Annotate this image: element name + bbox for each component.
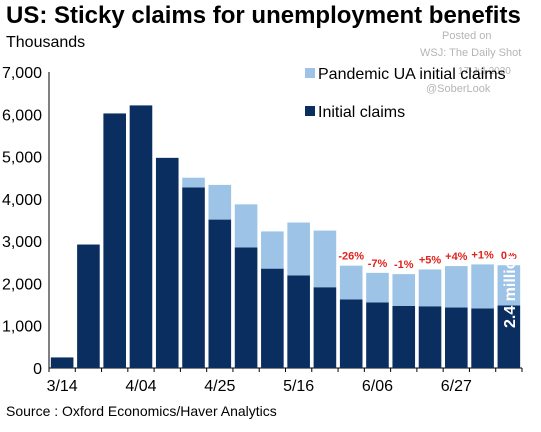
legend-label-pandemic: Pandemic UA initial claims [318,66,506,83]
pct-change-label: +5% [419,254,442,266]
bar-pandemic-ua [471,264,494,309]
bar-initial-claims [366,302,389,368]
x-tick-label: 4/04 [125,378,156,395]
bar-initial-claims [287,275,310,368]
bar-initial-claims [313,287,337,368]
pct-change-label: +1% [471,249,494,261]
legend-swatch-initial [305,106,315,116]
y-tick-label: 2,000 [2,276,42,293]
watermark-source: WSJ: The Daily Shot [420,47,522,59]
watermark-handle: @SoberLook [426,83,491,95]
legend-item-initial: Initial claims [305,104,405,122]
bar-pandemic-ua [392,274,416,306]
bar-initial-claims [77,244,100,368]
bar-initial-claims [497,305,521,368]
y-tick-label: 3,000 [2,234,42,251]
bar-initial-claims [234,247,258,368]
bar-initial-claims [339,299,363,368]
pct-change-label: -26% [338,251,364,263]
bar-initial-claims [208,219,232,368]
y-tick-label: 4,000 [2,192,42,209]
legend-item-pandemic: Pandemic UA initial claims [305,66,506,84]
bar-pandemic-ua [182,177,205,188]
pct-change-label: -7% [368,258,388,270]
watermark-posted: Posted on [442,30,492,42]
y-tick-label: 5,000 [2,150,42,167]
bar-pandemic-ua [418,269,442,307]
pct-change-label: 0% [501,250,517,262]
x-tick-label: 6/06 [362,378,393,395]
bar-initial-claims [392,305,416,368]
bar-pandemic-ua [287,222,310,276]
x-tick-label: 5/16 [283,378,314,395]
bar-initial-claims [129,105,153,369]
bar-pandemic-ua [339,265,363,300]
bar-initial-claims [418,306,442,368]
bar-initial-claims [103,113,126,368]
units-label: Thousands [6,34,86,51]
bar-pandemic-ua [234,204,258,248]
pct-change-label: +4% [445,251,468,263]
bar-pandemic-ua [208,184,232,220]
bar-pandemic-ua [366,272,389,303]
x-tick-label: 6/27 [441,378,472,395]
bar-initial-claims [155,157,179,368]
legend-swatch-pandemic [305,68,315,78]
total-value-label: 2.4 million [502,250,519,328]
bar-initial-claims [261,268,284,368]
bar-pandemic-ua [497,265,521,306]
pct-change-label: -1% [394,259,414,271]
bar-initial-claims [50,357,74,368]
chart-title: US: Sticky claims for unemployment benef… [6,2,521,29]
x-tick-label: 3/14 [47,378,78,395]
legend-label-initial: Initial claims [318,104,406,121]
bar-pandemic-ua [313,230,337,288]
bar-pandemic-ua [261,231,284,269]
bar-pandemic-ua [445,266,468,308]
watermark-date: 17-Jul-2020 [458,66,511,77]
source-note: Source : Oxford Economics/Haver Analytic… [6,403,277,419]
bar-initial-claims [182,187,205,368]
bar-initial-claims [471,308,494,368]
x-tick-label: 4/25 [204,378,235,395]
bar-initial-claims [445,307,468,368]
y-tick-label: 6,000 [2,107,42,124]
y-tick-label: 7,000 [2,65,42,82]
y-tick-label: 1,000 [2,319,42,336]
y-tick-label: 0 [33,361,42,378]
